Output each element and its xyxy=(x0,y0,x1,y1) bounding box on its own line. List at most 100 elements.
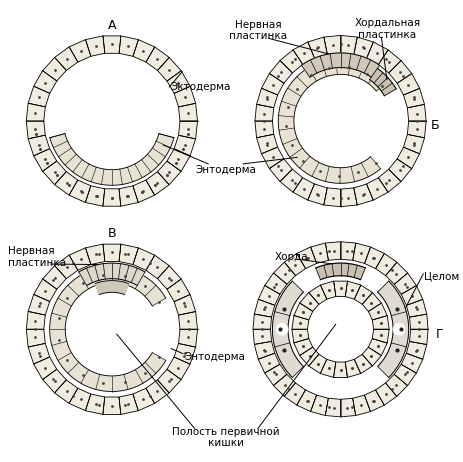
Polygon shape xyxy=(375,254,396,276)
Polygon shape xyxy=(146,255,169,279)
Polygon shape xyxy=(157,369,181,393)
Polygon shape xyxy=(26,311,45,329)
Polygon shape xyxy=(261,73,283,95)
Text: Хордальная
пластинка: Хордальная пластинка xyxy=(353,18,419,40)
Polygon shape xyxy=(291,329,308,343)
Polygon shape xyxy=(296,390,316,412)
Polygon shape xyxy=(354,285,372,304)
Polygon shape xyxy=(174,294,195,315)
Polygon shape xyxy=(174,135,195,156)
Polygon shape xyxy=(258,353,279,373)
Polygon shape xyxy=(307,184,326,205)
Polygon shape xyxy=(174,343,195,364)
Circle shape xyxy=(276,323,288,335)
Polygon shape xyxy=(406,341,426,359)
Polygon shape xyxy=(256,88,277,108)
Polygon shape xyxy=(407,121,425,138)
Polygon shape xyxy=(34,149,56,171)
Text: В: В xyxy=(107,227,116,240)
Polygon shape xyxy=(133,180,154,202)
Polygon shape xyxy=(301,53,379,77)
Polygon shape xyxy=(55,47,78,70)
Polygon shape xyxy=(293,303,312,320)
Polygon shape xyxy=(85,244,105,265)
Polygon shape xyxy=(28,294,50,315)
Text: Нервная
пластинка: Нервная пластинка xyxy=(228,20,286,42)
Polygon shape xyxy=(353,37,373,58)
Polygon shape xyxy=(85,186,105,206)
Polygon shape xyxy=(167,357,190,380)
Polygon shape xyxy=(157,57,181,81)
Polygon shape xyxy=(375,383,396,405)
Polygon shape xyxy=(269,61,292,83)
Polygon shape xyxy=(396,73,419,95)
Polygon shape xyxy=(308,354,326,373)
Polygon shape xyxy=(371,316,388,329)
Polygon shape xyxy=(310,243,328,263)
Polygon shape xyxy=(340,242,355,260)
Polygon shape xyxy=(362,292,381,311)
Polygon shape xyxy=(385,262,407,284)
Polygon shape xyxy=(85,36,105,56)
Circle shape xyxy=(270,259,410,399)
Polygon shape xyxy=(254,299,274,317)
Polygon shape xyxy=(69,248,91,270)
Polygon shape xyxy=(55,255,78,279)
Circle shape xyxy=(44,53,180,189)
Polygon shape xyxy=(388,61,411,83)
Polygon shape xyxy=(258,286,279,305)
Polygon shape xyxy=(299,347,318,366)
Polygon shape xyxy=(103,36,120,53)
Polygon shape xyxy=(403,134,424,154)
Polygon shape xyxy=(43,369,66,393)
Polygon shape xyxy=(119,244,138,265)
Polygon shape xyxy=(157,161,181,185)
Circle shape xyxy=(70,287,153,371)
Text: Эктодерма: Эктодерма xyxy=(170,82,230,92)
Polygon shape xyxy=(252,314,271,329)
Text: Энтодерма: Энтодерма xyxy=(195,165,256,175)
Polygon shape xyxy=(377,281,408,377)
Polygon shape xyxy=(299,292,318,311)
Polygon shape xyxy=(26,103,45,121)
Polygon shape xyxy=(273,374,295,396)
Text: Целом: Целом xyxy=(423,272,458,282)
Polygon shape xyxy=(34,71,56,93)
Polygon shape xyxy=(261,147,283,169)
Text: Б: Б xyxy=(430,119,439,133)
Text: Нервная
пластинка: Нервная пластинка xyxy=(8,246,66,268)
Polygon shape xyxy=(85,394,105,414)
Polygon shape xyxy=(396,147,419,169)
Polygon shape xyxy=(264,273,286,294)
Polygon shape xyxy=(146,380,169,403)
Polygon shape xyxy=(325,242,340,260)
Polygon shape xyxy=(362,347,381,366)
Polygon shape xyxy=(319,281,335,299)
Polygon shape xyxy=(95,280,128,295)
Polygon shape xyxy=(407,104,425,121)
Polygon shape xyxy=(409,314,427,329)
Polygon shape xyxy=(344,281,360,299)
Circle shape xyxy=(392,323,404,335)
Polygon shape xyxy=(292,178,314,200)
Polygon shape xyxy=(291,316,308,329)
Polygon shape xyxy=(133,248,154,270)
Polygon shape xyxy=(366,178,387,200)
Polygon shape xyxy=(254,341,274,359)
Polygon shape xyxy=(394,365,415,386)
Polygon shape xyxy=(55,172,78,195)
Polygon shape xyxy=(178,329,197,347)
Text: Хорда: Хорда xyxy=(274,252,307,262)
Polygon shape xyxy=(167,149,190,171)
Polygon shape xyxy=(400,286,422,305)
Polygon shape xyxy=(43,266,66,289)
Polygon shape xyxy=(369,68,395,96)
Polygon shape xyxy=(174,86,195,107)
Polygon shape xyxy=(352,243,369,263)
Polygon shape xyxy=(307,37,326,58)
Polygon shape xyxy=(319,359,335,377)
Circle shape xyxy=(311,300,369,359)
Polygon shape xyxy=(308,285,326,304)
Polygon shape xyxy=(69,40,91,62)
Polygon shape xyxy=(333,281,347,297)
